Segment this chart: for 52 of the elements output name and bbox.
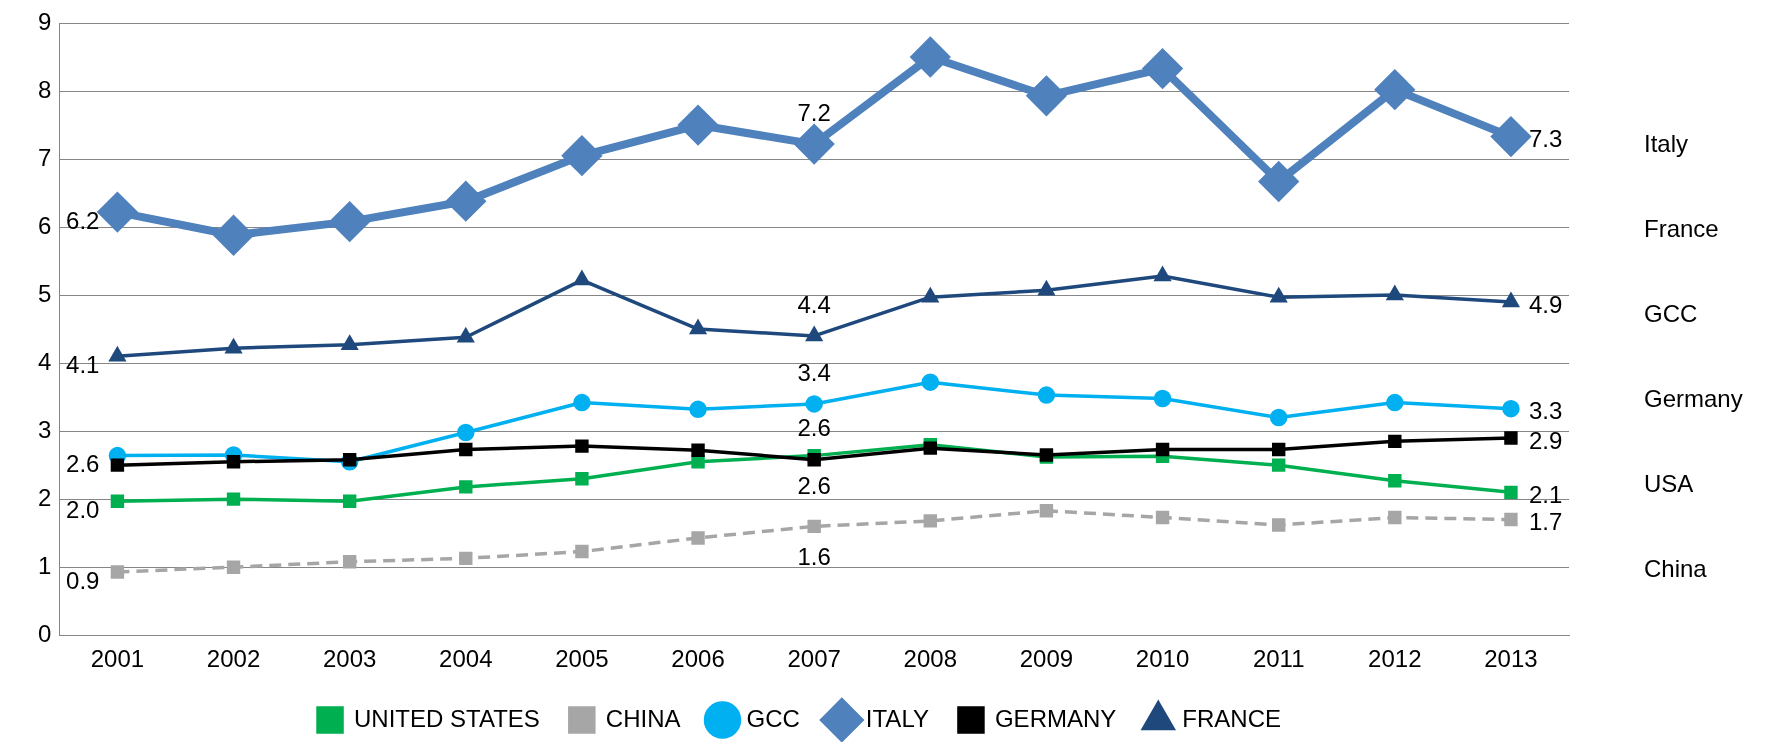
x-tick-label: 2007 [787,645,841,673]
y-tick-label: 0 [37,619,52,647]
text: Germany [1644,385,1743,413]
x-tick-label: 2008 [903,645,957,673]
text: Italy [1644,130,1689,158]
legend-label: GERMANY [994,704,1117,732]
y-tick-label: 5 [37,279,52,307]
x-tick-label: 2011 [1252,645,1305,673]
text: USA [1644,470,1694,498]
text: China [1644,555,1708,583]
x-tick-label: 2003 [322,645,377,673]
data-label: 7.2 [797,98,831,126]
data-label: 2.6 [797,472,831,500]
text: GCC [1644,300,1698,328]
text: France [1644,215,1719,243]
data-label: 1.6 [797,542,831,570]
data-label: 2.0 [66,495,100,523]
x-tick-label: 2010 [1135,645,1190,673]
legend-label: CHINA [605,704,681,732]
data-label: 4.1 [66,350,100,378]
data-label: 2.6 [66,450,100,478]
x-tick-label: 2012 [1368,645,1422,673]
y-tick-label: 8 [37,75,52,103]
y-tick-label: 6 [37,211,52,239]
y-tick-label: 3 [37,415,52,443]
y-tick-label: 2 [37,483,52,511]
x-tick-label: 2009 [1019,645,1074,673]
data-label: 4.9 [1528,290,1563,318]
data-label: 3.4 [797,358,831,386]
data-label: 4.4 [797,290,831,318]
x-tick-label: 2002 [206,645,261,673]
data-label: 2.6 [797,414,831,442]
x-tick-label: 2005 [555,645,609,673]
legend-label: GCC [746,704,800,732]
y-tick-label: 9 [37,7,52,35]
x-tick-label: 2001 [90,645,145,673]
x-tick-label: 2004 [439,645,493,673]
legend-label: ITALY [865,704,929,732]
data-label: 7.3 [1528,125,1563,153]
data-label: 1.7 [1528,508,1563,536]
legend-label: UNITED STATES [354,704,540,732]
x-tick-label: 2013 [1484,645,1538,673]
data-label: 2.9 [1528,426,1563,454]
data-label: 3.3 [1528,397,1563,425]
data-label: 6.2 [66,206,100,234]
y-tick-label: 4 [37,347,52,375]
x-tick-label: 2006 [671,645,725,673]
y-tick-label: 7 [37,143,52,171]
data-label: 2.1 [1528,480,1563,508]
y-tick-label: 1 [37,551,52,579]
legend-label: FRANCE [1182,704,1281,732]
data-label: 0.9 [66,566,100,594]
